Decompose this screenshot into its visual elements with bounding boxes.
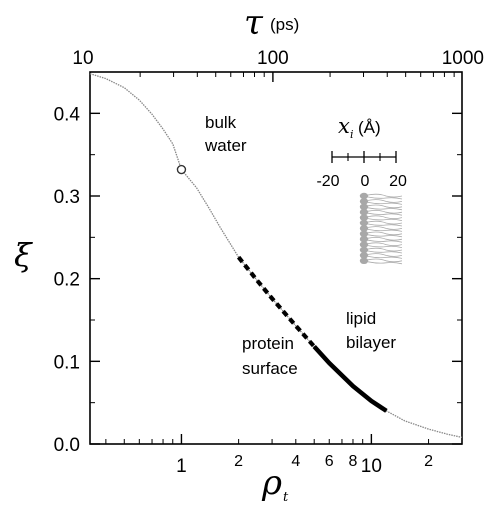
bulk-water-marker <box>176 164 187 175</box>
inset: x i (Å) -20 0 20 <box>316 114 407 265</box>
lipid-head <box>359 214 369 221</box>
x-tick-label: 6 <box>325 453 334 470</box>
lipid-tail <box>367 218 403 221</box>
x-tick-label: 2 <box>234 453 243 470</box>
top-axis-unit: (ps) <box>270 15 299 34</box>
top-axis-ticks: 10 100 1000 <box>72 48 484 82</box>
lipid-tail <box>367 250 403 254</box>
lipid-bilayer-illustration <box>359 192 403 265</box>
top-tick-label: 100 <box>257 48 289 69</box>
lipid-head <box>359 241 369 248</box>
lipid-head <box>359 192 369 200</box>
series-line-lipid-bilayer <box>312 344 388 413</box>
inset-label-unit: (Å) <box>358 118 381 137</box>
lipid-head <box>359 236 369 243</box>
y-axis-label: ξ <box>14 236 33 274</box>
top-axis-symbol: τ <box>244 3 264 43</box>
lipid-tail <box>367 193 403 198</box>
lipid-tail <box>367 199 403 203</box>
lipid-tail <box>367 261 403 265</box>
y-axis-ticks: 0.0 0.1 0.2 0.3 0.4 <box>54 71 462 456</box>
lipid-tail <box>367 220 403 225</box>
x-tick-label: 4 <box>291 453 300 470</box>
inset-tick-label: 0 <box>361 173 370 190</box>
lipid-tail <box>367 245 403 248</box>
lipid-tail <box>367 210 403 214</box>
annotation-protein-surface-1: protein <box>242 334 294 353</box>
y-tick-label: 0.3 <box>54 187 80 208</box>
lipid-tail <box>367 242 403 246</box>
lipid-head <box>359 246 369 254</box>
x-axis-symbol: ρ <box>261 463 282 503</box>
y-tick-label: 0.0 <box>54 435 80 456</box>
lipid-head <box>359 219 369 227</box>
x-tick-label: 2 <box>424 453 433 470</box>
x-axis-subscript: t <box>283 490 289 505</box>
lipid-head <box>359 230 369 237</box>
lipid-head <box>359 257 369 264</box>
series-group <box>89 73 463 439</box>
lipid-tail <box>367 215 403 219</box>
annotation-bulk-water-1: bulk <box>205 113 237 132</box>
lipid-tail <box>367 223 403 227</box>
top-tick-label: 1000 <box>442 48 484 69</box>
lipid-tail <box>367 237 403 241</box>
y-tick-label: 0.2 <box>54 270 80 291</box>
lipid-head <box>359 203 369 210</box>
lipid-tail <box>367 196 403 200</box>
lipid-head <box>359 225 369 232</box>
x-axis-ticks: 1 2 4 6 8 10 2 <box>105 434 463 477</box>
lipid-tail <box>367 207 403 211</box>
inset-label-subscript: i <box>350 128 354 141</box>
x-tick-label: 10 <box>361 456 382 477</box>
lipid-tail <box>367 212 403 216</box>
plot-frame <box>89 71 463 445</box>
x-tick-label: 8 <box>349 453 358 470</box>
lipid-head <box>359 209 369 216</box>
lipid-tail <box>367 231 403 236</box>
lipid-tail <box>367 229 403 232</box>
lipid-tail <box>367 258 403 263</box>
lipid-tail <box>367 234 403 238</box>
lipid-head <box>359 252 369 259</box>
lipid-head <box>359 198 369 205</box>
lipid-tail <box>367 202 403 205</box>
lipid-tail <box>367 226 403 230</box>
inset-label-symbol: x <box>338 114 350 138</box>
lipid-tail <box>367 247 403 252</box>
lipid-tail <box>367 256 403 259</box>
annotation-lipid-bilayer-1: lipid <box>346 309 376 328</box>
annotation-protein-surface-2: surface <box>242 359 298 378</box>
annotation-lipid-bilayer-2: bilayer <box>346 333 396 352</box>
lipid-tail <box>367 204 403 209</box>
series-line-protein-surface <box>236 255 316 348</box>
y-tick-label: 0.4 <box>54 104 81 125</box>
lipid-tail <box>367 239 403 243</box>
series-line-thin <box>89 73 463 439</box>
x-tick-label: 1 <box>176 456 187 477</box>
annotation-bulk-water-2: water <box>204 136 247 155</box>
inset-tick-label: 20 <box>389 173 407 190</box>
y-tick-label: 0.1 <box>54 352 80 373</box>
lipid-tail <box>367 253 403 257</box>
inset-tick-label: -20 <box>316 173 339 190</box>
top-tick-label: 10 <box>72 48 93 69</box>
